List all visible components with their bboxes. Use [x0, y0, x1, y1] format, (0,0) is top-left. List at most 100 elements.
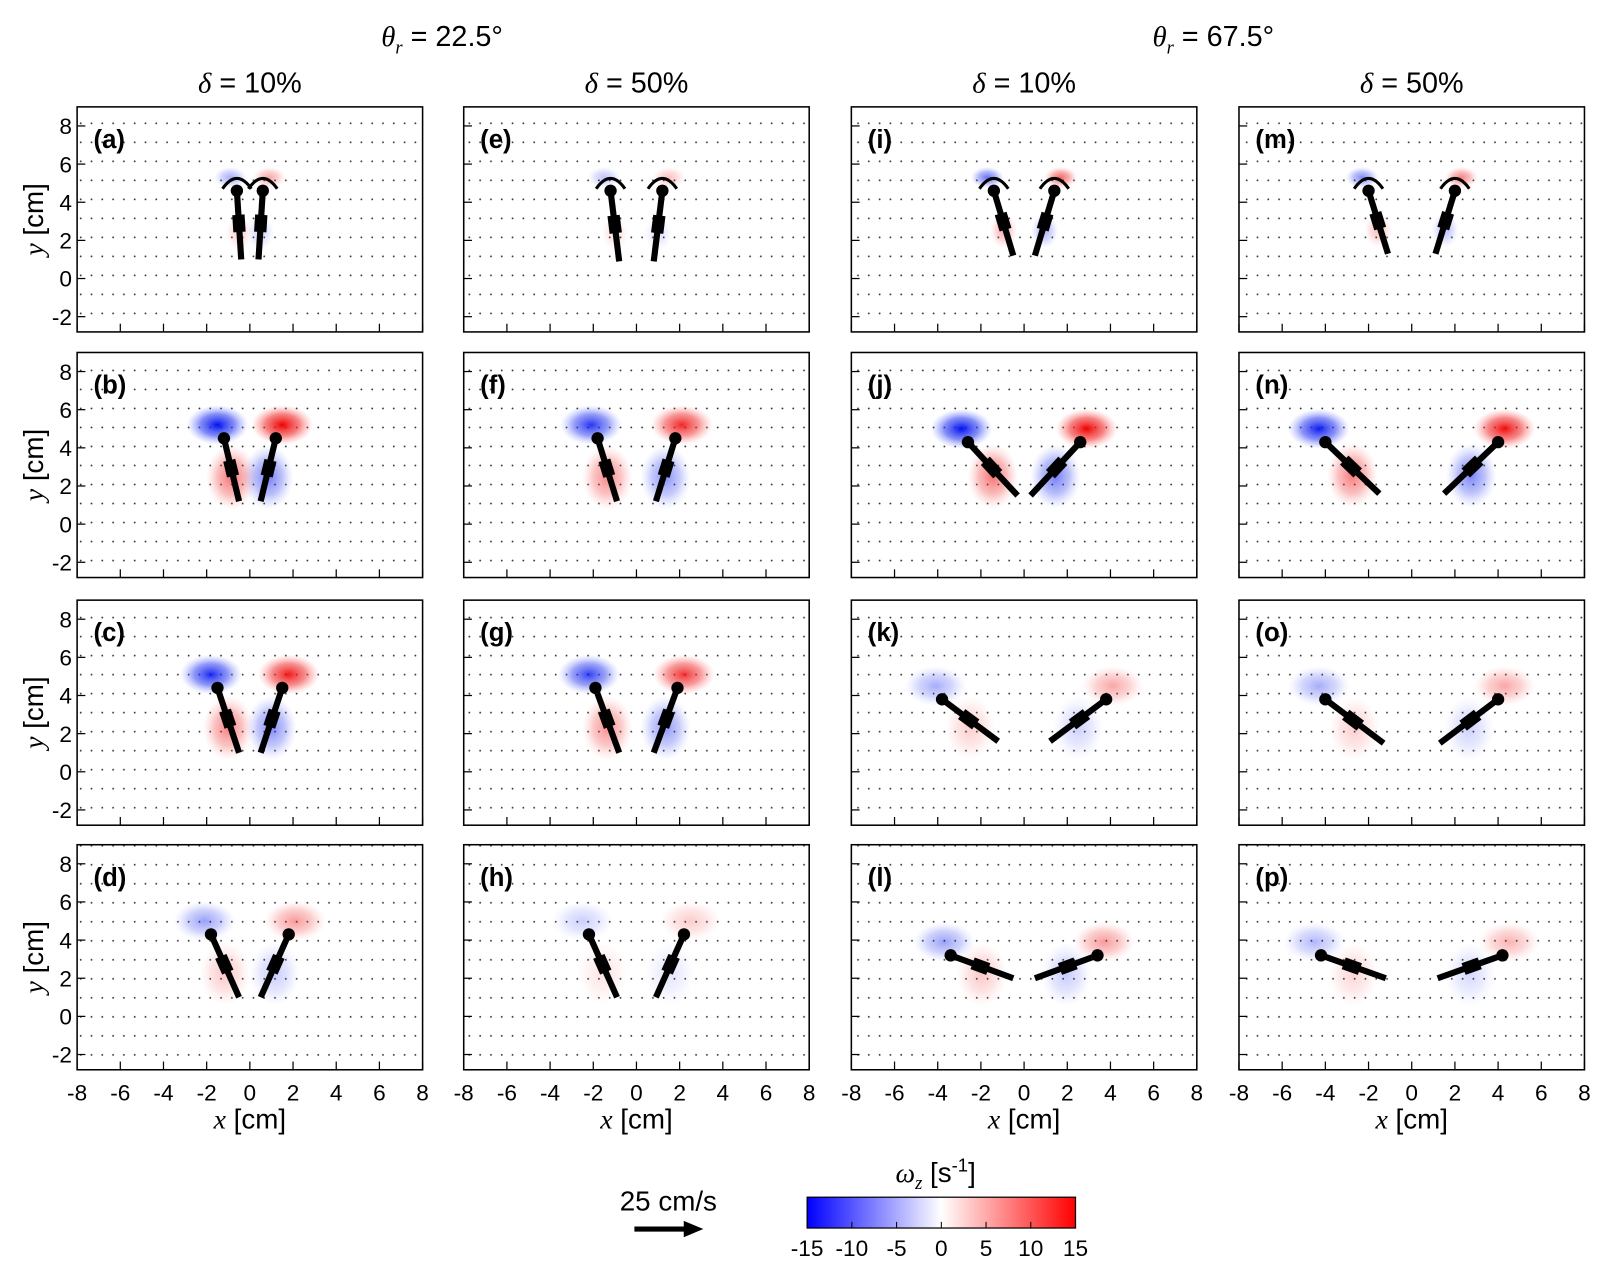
swimmer-body — [994, 211, 1012, 232]
swimmer-tip — [591, 432, 604, 445]
y-tick-label: -2 — [52, 1043, 72, 1068]
vorticity-blob — [904, 666, 967, 706]
swimmer-body — [1459, 709, 1482, 731]
symbol: δ — [198, 67, 212, 99]
swimmer-tip — [230, 184, 244, 197]
swimmer-tip — [671, 681, 684, 695]
swimmer-body — [1342, 709, 1365, 731]
panel: (b) -2 0 2 4 6 8 y [cm] — [18, 351, 424, 579]
scale-arrow-head — [683, 1220, 704, 1238]
column-group-title: θr = 67.5° — [1152, 21, 1274, 58]
vector-grid — [463, 352, 810, 578]
vorticity-blob — [264, 901, 327, 941]
swimmer-body — [219, 708, 237, 729]
x-axis-label: x [cm] — [987, 1103, 1060, 1135]
swimmer-body — [1036, 211, 1054, 232]
panel: (i) — [850, 106, 1198, 333]
y-tick-label: 2 — [59, 474, 72, 499]
x-tick-label: -2 — [197, 1081, 217, 1106]
colorbar-tick-label: 5 — [980, 1236, 993, 1261]
swimmer-body — [607, 214, 622, 234]
unit: [s — [922, 1157, 951, 1188]
y-tick-label: 8 — [59, 607, 72, 632]
vorticity-blob — [1345, 166, 1379, 189]
vorticity-blob — [659, 901, 722, 941]
panel-label: (g) — [480, 619, 513, 647]
var: y — [19, 736, 50, 752]
vorticity-blob — [186, 405, 249, 445]
swimmer-body — [260, 458, 277, 478]
vector-grid — [851, 352, 1197, 578]
var: y — [19, 243, 50, 259]
vorticity-blob — [1081, 666, 1144, 706]
x-tick-label: -6 — [497, 1081, 517, 1106]
colorbar-label: ωz [s-1] — [896, 1155, 976, 1194]
x-tick-label: -4 — [153, 1081, 173, 1106]
var: x — [1374, 1104, 1388, 1135]
vector-grid — [851, 106, 1197, 332]
vorticity-blob — [257, 654, 320, 695]
x-tick-label: -4 — [540, 1081, 560, 1106]
x-tick-label: 2 — [1061, 1081, 1074, 1106]
rotation-arrow — [594, 176, 627, 190]
panel-label: (l) — [868, 864, 892, 892]
swimmer-body — [598, 458, 616, 478]
y-tick-label: 4 — [59, 928, 72, 953]
vorticity-blob — [251, 405, 314, 445]
swimmer-body — [661, 953, 680, 975]
panel-label: (m) — [1255, 126, 1295, 154]
swimmer-tip — [669, 432, 682, 445]
swimmer-body — [215, 953, 234, 975]
panel-label: (a) — [94, 126, 125, 154]
x-axis-label: x [cm] — [1374, 1103, 1447, 1135]
swimmer-body — [957, 709, 980, 730]
rotation-arrow — [978, 176, 1010, 190]
x-tick-label: -8 — [841, 1081, 861, 1106]
panel: (h) -8 -6 -4 -2 0 2 4 6 8 x [cm] — [454, 843, 815, 1135]
vorticity-blob — [1444, 166, 1479, 189]
swimmer-body — [657, 708, 675, 729]
x-tick-label: -2 — [971, 1081, 991, 1106]
swimmer-tip — [1496, 949, 1509, 962]
vector-grid — [1238, 600, 1585, 826]
swimmer-body — [1461, 455, 1484, 478]
panel-label: (j) — [868, 372, 892, 400]
panel-label: (p) — [1255, 864, 1288, 892]
panel-label: (h) — [480, 864, 513, 892]
vorticity-blob — [1478, 922, 1540, 962]
panel: (k) — [850, 599, 1198, 826]
vorticity-blob — [650, 405, 713, 445]
symbol: θ — [1152, 21, 1166, 53]
vorticity-blob — [199, 941, 251, 1006]
x-tick-label: -4 — [928, 1081, 948, 1106]
panel-label: (i) — [868, 126, 892, 154]
swimmer-tip — [1448, 184, 1462, 197]
swimmer-body — [980, 456, 1003, 479]
vector-grid — [851, 844, 1197, 1070]
swimmer-body — [223, 458, 240, 478]
y-tick-label: 2 — [59, 722, 72, 747]
var: y — [19, 488, 50, 504]
vorticity-blob — [1283, 922, 1346, 962]
swimmer-tip — [1314, 949, 1328, 962]
y-tick-label: 0 — [59, 1005, 72, 1030]
x-tick-label: -8 — [67, 1081, 87, 1106]
close: ] — [968, 1157, 976, 1188]
vorticity-blob — [558, 654, 620, 695]
unit: [cm] — [18, 921, 49, 981]
swimmer-tip — [1319, 693, 1332, 706]
var: x — [213, 1104, 227, 1135]
y-tick-label: 6 — [59, 152, 72, 177]
rotation-arrow — [1439, 176, 1471, 190]
swimmer-body — [1437, 211, 1455, 231]
panel: (m) — [1238, 106, 1586, 333]
swimmer-body — [1057, 957, 1078, 975]
vorticity-blob — [1288, 666, 1350, 706]
column-title: δ = 50% — [1360, 67, 1464, 99]
column-group-title: θr = 22.5° — [381, 21, 503, 58]
vorticity-blob — [970, 166, 1005, 189]
text: = 22.5° — [403, 21, 503, 53]
vorticity-blob — [1444, 942, 1496, 1007]
y-tick-label: 8 — [59, 114, 72, 139]
